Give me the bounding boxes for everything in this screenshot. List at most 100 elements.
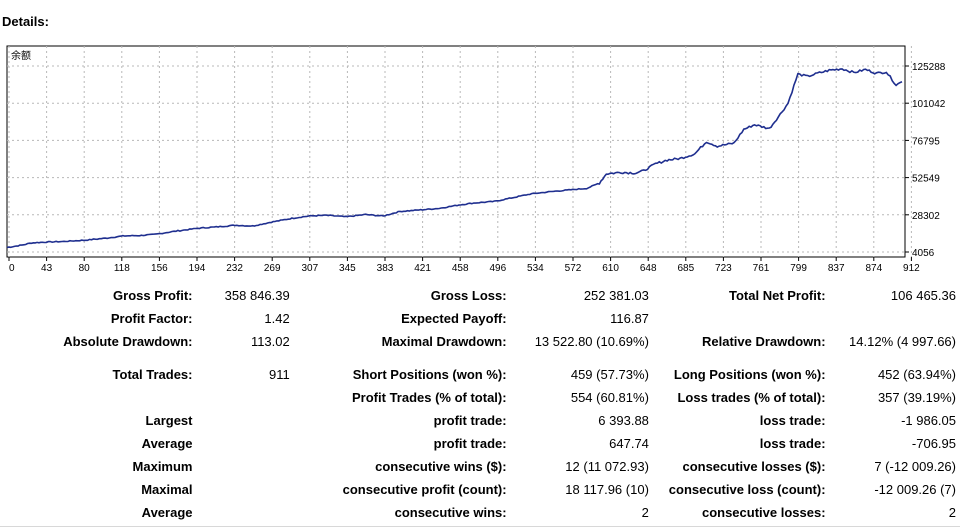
- long-positions-label: Long Positions (won %):: [673, 367, 826, 382]
- gross-loss-label: Gross Loss:: [430, 288, 507, 303]
- avg-consec-wins-label: consecutive wins:: [394, 505, 507, 520]
- total-net-profit-label: Total Net Profit:: [729, 288, 826, 303]
- maximal-consec-loss-label: consecutive loss (count):: [668, 482, 826, 497]
- long-positions-value: 452 (63.94%): [877, 367, 956, 382]
- divider: [0, 526, 960, 527]
- x-tick-label: 194: [189, 263, 206, 274]
- y-tick-label: 4056: [912, 248, 935, 259]
- y-tick-label: 101042: [912, 99, 946, 110]
- avg-consec-wins-value: 2: [641, 505, 649, 520]
- x-tick-label: 383: [377, 263, 394, 274]
- max-consec-losses-label: consecutive losses ($):: [682, 459, 826, 474]
- x-tick-label: 496: [489, 263, 506, 274]
- x-tick-label: 685: [677, 263, 694, 274]
- stats-row: Gross Profit: 358 846.39 Gross Loss: 252…: [0, 284, 960, 307]
- average-loss-label: loss trade:: [759, 436, 826, 451]
- y-tick-label: 76795: [912, 136, 940, 147]
- stats-row: Largest profit trade: 6 393.88 loss trad…: [0, 409, 960, 432]
- average-consec-label: Average: [141, 505, 193, 520]
- maximal-consec-loss-value: -12 009.26 (7): [874, 482, 956, 497]
- absolute-drawdown-value: 113.02: [250, 334, 290, 349]
- x-tick-label: 307: [301, 263, 318, 274]
- stats-row: Maximal consecutive profit (count): 18 1…: [0, 478, 960, 501]
- short-positions-label: Short Positions (won %):: [352, 367, 507, 382]
- x-tick-label: 156: [151, 263, 168, 274]
- stats-row: Profit Trades (% of total): 554 (60.81%)…: [0, 386, 960, 409]
- stats-row: Profit Factor: 1.42 Expected Payoff: 116…: [0, 307, 960, 330]
- average-profit-label: profit trade:: [433, 436, 507, 451]
- relative-drawdown-value: 14.12% (4 997.66): [849, 334, 956, 349]
- x-tick-label: 118: [114, 263, 130, 274]
- x-tick-label: 912: [903, 263, 920, 274]
- total-trades-label: Total Trades:: [112, 367, 193, 382]
- details-title: Details:: [2, 14, 49, 29]
- largest-profit-value: 6 393.88: [598, 413, 649, 428]
- expected-payoff-value: 116.87: [610, 311, 649, 326]
- stats-row: Total Trades: 911 Short Positions (won %…: [0, 363, 960, 386]
- largest-label: Largest: [145, 413, 193, 428]
- avg-consec-losses-value: 2: [948, 505, 956, 520]
- stats-row: Maximum consecutive wins ($): 12 (11 072…: [0, 455, 960, 478]
- maximal-label: Maximal: [141, 482, 193, 497]
- chart-plot-area: [6, 45, 906, 258]
- max-consec-wins-label: consecutive wins ($):: [375, 459, 507, 474]
- x-tick-label: 0: [9, 263, 15, 274]
- expected-payoff-label: Expected Payoff:: [401, 311, 507, 326]
- series-label: 余额: [11, 49, 31, 62]
- absolute-drawdown-label: Absolute Drawdown:: [63, 334, 193, 349]
- maximum-label: Maximum: [132, 459, 193, 474]
- profit-trades-value: 554 (60.81%): [570, 390, 649, 405]
- largest-loss-label: loss trade:: [759, 413, 826, 428]
- x-tick-label: 761: [753, 263, 770, 274]
- x-axis: 0 43 80 118 156 194 232 269 307 345 383 421 458 496 53…: [8, 257, 920, 274]
- maximal-drawdown-label: Maximal Drawdown:: [381, 334, 507, 349]
- largest-profit-label: profit trade:: [433, 413, 507, 428]
- maximal-drawdown-value: 13 522.80 (10.69%): [534, 334, 649, 349]
- x-tick-label: 345: [339, 263, 356, 274]
- x-tick-label: 534: [527, 263, 544, 274]
- x-tick-label: 43: [41, 263, 53, 274]
- average-label: Average: [141, 436, 193, 451]
- y-tick-label: 28302: [912, 211, 940, 222]
- largest-loss-value: -1 986.05: [901, 413, 956, 428]
- gross-loss-value: 252 381.03: [583, 288, 649, 303]
- x-tick-label: 232: [226, 263, 243, 274]
- stats-table: Gross Profit: 358 846.39 Gross Loss: 252…: [0, 284, 960, 524]
- x-tick-label: 610: [602, 263, 619, 274]
- x-tick-label: 458: [452, 263, 469, 274]
- avg-consec-losses-label: consecutive losses:: [701, 505, 826, 520]
- y-axis: 125288 101042 76795 52549 28302 4056: [905, 62, 946, 259]
- x-tick-label: 723: [715, 263, 732, 274]
- average-profit-value: 647.74: [609, 436, 649, 451]
- stats-row: Absolute Drawdown: 113.02 Maximal Drawdo…: [0, 330, 960, 353]
- loss-trades-label: Loss trades (% of total):: [677, 390, 826, 405]
- relative-drawdown-label: Relative Drawdown:: [702, 334, 826, 349]
- chart-grid: [7, 46, 912, 257]
- max-consec-wins-value: 12 (11 072.93): [565, 459, 649, 474]
- maximal-consec-profit-value: 18 117.96 (10): [565, 482, 649, 497]
- max-consec-losses-value: 7 (-12 009.26): [874, 459, 956, 474]
- maximal-consec-profit-label: consecutive profit (count):: [342, 482, 507, 497]
- x-tick-label: 799: [790, 263, 807, 274]
- total-trades-value: 911: [269, 367, 290, 382]
- profit-factor-label: Profit Factor:: [110, 311, 193, 326]
- balance-chart: 125288 101042 76795 52549 28302 4056 0 43 80 118…: [6, 45, 946, 274]
- average-loss-value: -706.95: [911, 436, 956, 451]
- gross-profit-value: 358 846.39: [224, 288, 290, 303]
- y-tick-label: 52549: [912, 174, 940, 185]
- x-tick-label: 421: [414, 263, 431, 274]
- x-tick-label: 837: [828, 263, 845, 274]
- short-positions-value: 459 (57.73%): [570, 367, 649, 382]
- total-net-profit-value: 106 465.36: [890, 288, 956, 303]
- loss-trades-value: 357 (39.19%): [877, 390, 956, 405]
- x-tick-label: 648: [640, 263, 657, 274]
- stats-row: Average consecutive wins: 2 consecutive …: [0, 501, 960, 524]
- x-tick-label: 874: [865, 263, 882, 274]
- stats-row: Average profit trade: 647.74 loss trade:…: [0, 432, 960, 455]
- profit-trades-label: Profit Trades (% of total):: [352, 390, 507, 405]
- x-tick-label: 572: [565, 263, 582, 274]
- x-tick-label: 80: [79, 263, 91, 274]
- y-tick-label: 125288: [912, 62, 946, 73]
- balance-line: [6, 68, 903, 249]
- x-tick-label: 269: [264, 263, 281, 274]
